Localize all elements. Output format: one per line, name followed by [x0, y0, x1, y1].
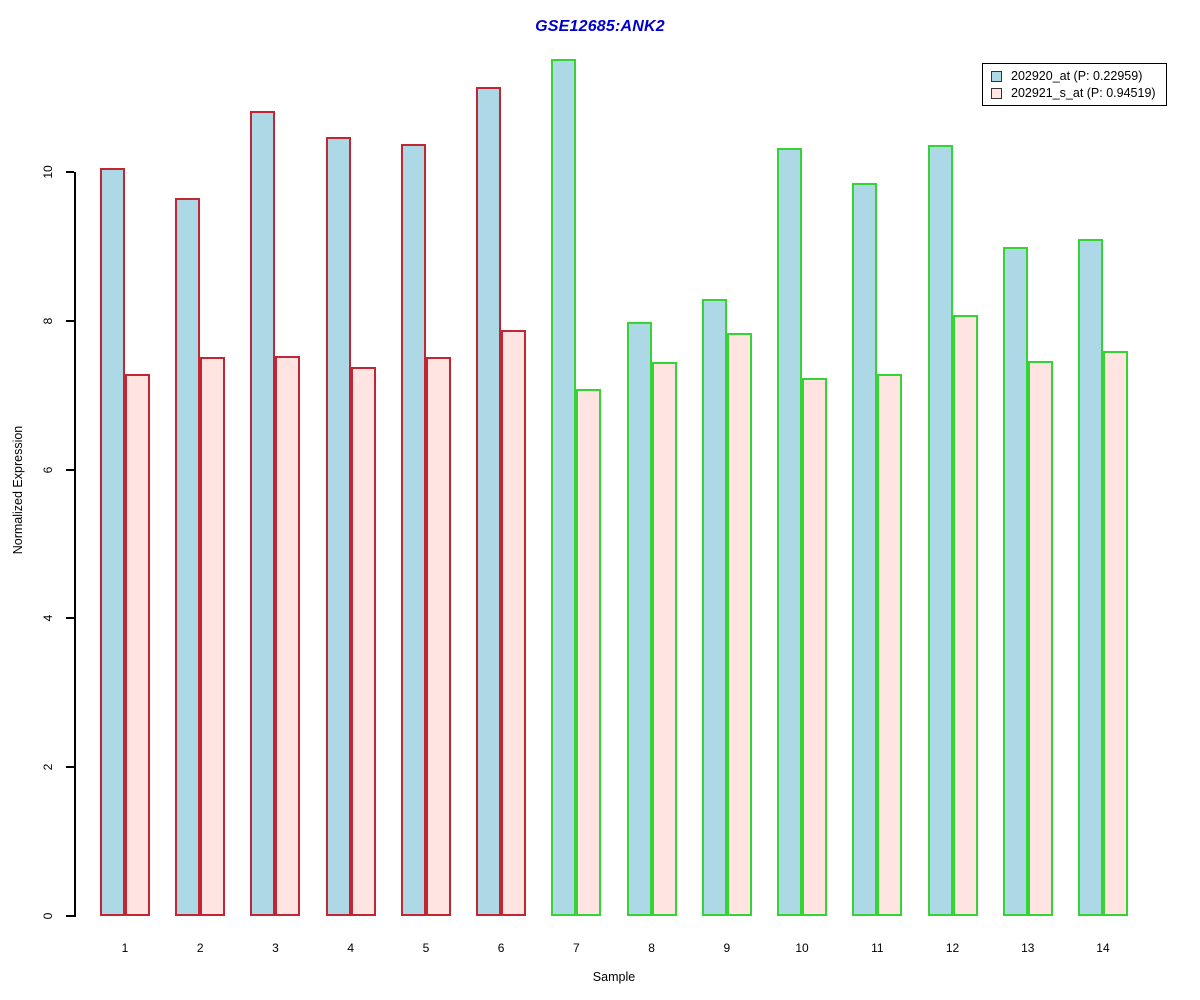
bar-series-2-sample-13: [1027, 360, 1053, 916]
legend-swatch-icon: [991, 87, 1002, 99]
y-tick-mark: [66, 766, 74, 769]
x-category-label: 9: [723, 941, 731, 955]
y-tick-mark: [66, 171, 74, 173]
x-category-label: 6: [497, 941, 505, 955]
bar-series-2-sample-5: [425, 357, 451, 916]
bar-series-2-sample-4: [350, 366, 376, 916]
y-tick-label: 0: [41, 912, 55, 920]
bar-series-1-sample-14: [1077, 238, 1103, 916]
y-tick-mark: [66, 319, 74, 322]
bar-series-2-sample-8: [651, 361, 677, 916]
legend-entry-label: 202920_at (P: 0.22959): [1011, 69, 1143, 83]
y-tick-label: 6: [41, 466, 55, 473]
x-category-label: 3: [272, 941, 279, 955]
bar-series-2-sample-9: [726, 332, 752, 916]
y-tick-mark: [66, 617, 74, 620]
bar-series-1-sample-12: [927, 145, 953, 916]
y-tick-mark: [66, 915, 74, 917]
x-category-label: 2: [196, 941, 204, 955]
bar-series-1-sample-8: [626, 322, 652, 916]
chart-title: GSE12685:ANK2: [535, 18, 665, 35]
bar-series-2-sample-12: [952, 314, 978, 916]
bar-series-2-sample-14: [1102, 351, 1128, 916]
bar-series-1-sample-2: [175, 198, 201, 916]
y-tick-label: 8: [41, 317, 55, 325]
bar-series-2-sample-10: [802, 378, 828, 916]
x-category-label: 13: [1021, 941, 1035, 955]
legend-entry-2: 202921_s_at (P: 0.94519): [991, 86, 1156, 100]
y-tick-label: 4: [41, 615, 55, 622]
x-category-label: 14: [1096, 941, 1110, 955]
legend-entry-label: 202921_s_at (P: 0.94519): [1011, 86, 1156, 100]
y-tick-mark: [66, 468, 74, 471]
bar-series-2-sample-2: [200, 357, 226, 916]
x-axis-title: Sample: [592, 970, 636, 984]
bar-series-1-sample-3: [250, 110, 276, 916]
bar-series-1-sample-5: [400, 143, 426, 916]
bar-series-1-sample-11: [852, 183, 878, 916]
x-category-label: 1: [121, 941, 129, 955]
bar-series-1-sample-13: [1002, 247, 1028, 916]
y-tick-label: 2: [41, 763, 55, 771]
bar-series-2-sample-1: [125, 374, 150, 916]
x-category-label: 8: [648, 941, 655, 955]
x-category-label: 5: [422, 941, 430, 955]
bar-series-1-sample-9: [701, 299, 727, 916]
y-axis-line: [74, 172, 76, 917]
legend-entry-1: 202920_at (P: 0.22959): [991, 69, 1156, 83]
bar-series-1-sample-7: [551, 58, 577, 916]
x-category-label: 10: [795, 941, 809, 955]
bar-series-1-sample-10: [777, 148, 803, 916]
bar-series-1-sample-1: [100, 168, 125, 916]
bar-series-2-sample-6: [501, 329, 527, 916]
bar-series-1-sample-4: [325, 137, 351, 916]
x-category-label: 4: [347, 941, 355, 955]
bar-series-1-sample-6: [476, 87, 502, 916]
y-tick-label: 10: [41, 165, 55, 179]
x-category-label: 11: [871, 941, 884, 955]
legend-swatch-icon: [991, 70, 1002, 82]
legend: 202920_at (P: 0.22959) 202921_s_at (P: 0.…: [982, 63, 1167, 106]
bar-series-2-sample-11: [877, 374, 903, 916]
y-axis-title: Normalized Expression: [11, 425, 25, 555]
bar-series-2-sample-3: [275, 355, 301, 916]
bar-series-2-sample-7: [576, 389, 602, 916]
x-category-label: 7: [573, 941, 580, 955]
x-category-label: 12: [945, 941, 960, 955]
